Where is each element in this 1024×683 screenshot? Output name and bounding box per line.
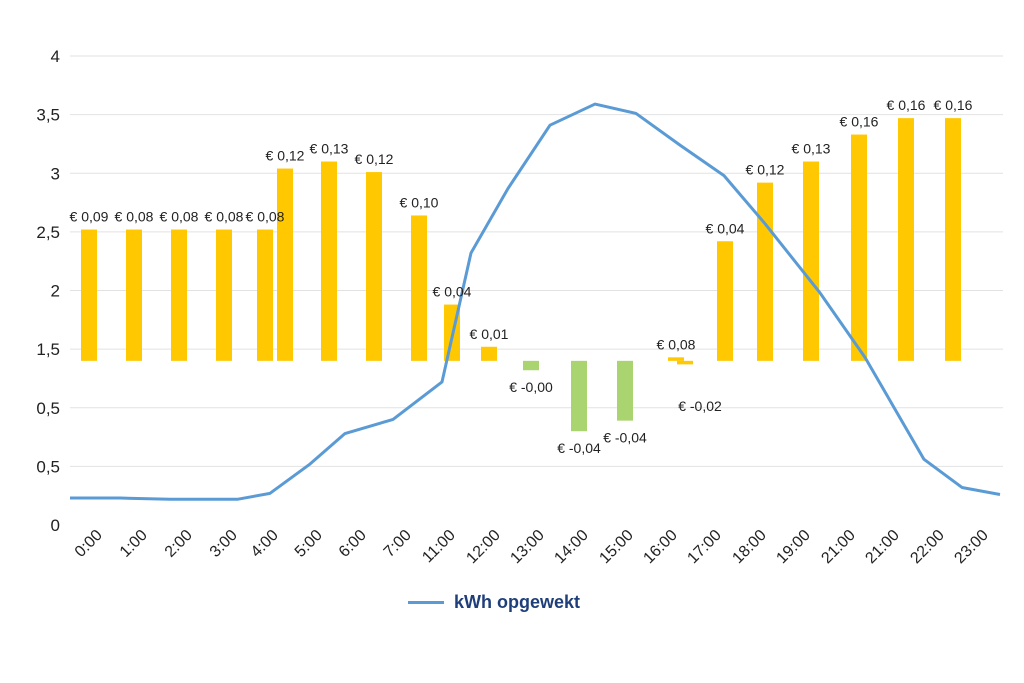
- bar-data-label: € 0,04: [706, 220, 745, 236]
- x-tick-label: 7:00: [381, 527, 415, 561]
- bar: [171, 229, 187, 361]
- y-tick-label: 3: [51, 164, 60, 183]
- bar-data-label: € 0,12: [355, 151, 394, 167]
- y-tick-label: 3,5: [36, 106, 60, 125]
- y-tick-label: 2,5: [36, 223, 60, 242]
- bar: [717, 241, 733, 361]
- x-tick-label: 12:00: [463, 527, 503, 567]
- bar-data-label: € 0,16: [887, 97, 926, 113]
- y-tick-label: 0,5: [36, 399, 60, 418]
- line-series: [70, 102, 1001, 501]
- bar-data-label: € 0,10: [400, 194, 439, 210]
- bar: [126, 229, 142, 361]
- bar: [366, 172, 382, 361]
- x-tick-label: 15:00: [596, 527, 636, 567]
- bar: [945, 118, 961, 361]
- x-tick-label: 21:00: [818, 527, 858, 567]
- y-tick-label: 0: [51, 516, 60, 535]
- x-tick-label: 22:00: [907, 527, 947, 567]
- x-tick-label: 4:00: [248, 527, 282, 561]
- bar: [216, 229, 232, 361]
- x-tick-label: 19:00: [773, 527, 813, 567]
- bar-data-label: € 0,08: [657, 336, 696, 352]
- bar: [668, 357, 684, 361]
- x-tick-label: 6:00: [336, 527, 370, 561]
- bar: [277, 168, 293, 361]
- x-tick-label: 13:00: [507, 527, 547, 567]
- x-tick-label: 1:00: [117, 527, 151, 561]
- bar-data-label: € 0,16: [934, 97, 973, 113]
- bar: [321, 161, 337, 361]
- bar: [257, 229, 273, 361]
- bar-data-label: € 0,08: [205, 209, 244, 225]
- y-tick-label: 2: [51, 282, 60, 301]
- x-tick-label: 23:00: [951, 527, 991, 567]
- x-axis-ticks: 0:00 1:00 2:00 3:00 4:00 5:00 6:00 7:00 11:00 12:…: [72, 527, 992, 567]
- bar-series: [81, 118, 961, 432]
- bar: [81, 229, 97, 361]
- bar: [803, 161, 819, 361]
- x-tick-label: 0:00: [72, 527, 106, 561]
- bar: [617, 360, 633, 421]
- bar-data-label: € 0,08: [115, 209, 154, 225]
- bar: [481, 346, 497, 361]
- bar-data-label: € 0,12: [266, 148, 305, 164]
- legend: kWh opgewekt: [408, 592, 580, 613]
- bar: [571, 360, 587, 432]
- bar-data-label: € 0,08: [160, 209, 199, 225]
- bar: [411, 215, 427, 361]
- bar-data-label: € 0,13: [792, 141, 831, 157]
- legend-label: kWh opgewekt: [454, 592, 581, 612]
- x-tick-label: 21:00: [862, 527, 902, 567]
- bar-data-label: € -0,04: [557, 440, 601, 456]
- bar-data-label: € -0,04: [603, 430, 647, 446]
- bar-data-label: € 0,09: [70, 209, 109, 225]
- bar: [523, 360, 539, 371]
- bar-data-label: € 0,16: [840, 114, 879, 130]
- kwh-line: [70, 102, 1001, 501]
- bar: [898, 118, 914, 361]
- x-tick-label: 16:00: [640, 527, 680, 567]
- x-tick-label: 2:00: [162, 527, 196, 561]
- x-tick-label: 5:00: [292, 527, 326, 561]
- x-tick-label: 14:00: [551, 527, 591, 567]
- x-tick-label: 17:00: [684, 527, 724, 567]
- x-tick-label: 18:00: [729, 527, 769, 567]
- y-tick-label: 4: [51, 47, 60, 66]
- data-labels: € 0,09 € 0,08 € 0,08 € 0,08 € 0,08€ 0,12 € 0,…: [70, 97, 973, 456]
- legend-line-swatch: [408, 601, 444, 604]
- y-axis-ticks: 4 3,5 3 2,5 2 1,5 0,5 0,5 0: [36, 47, 60, 535]
- y-tick-label: 1,5: [36, 340, 60, 359]
- bar-data-label: € 0,01: [470, 326, 509, 342]
- bar-data-label: € -0,02: [678, 398, 722, 414]
- bar-data-label: € 0,04: [433, 284, 472, 300]
- bar-data-label: € -0,00: [509, 379, 553, 395]
- bar-data-label: € 0,08: [246, 209, 285, 225]
- bar-data-label: € 0,12: [746, 162, 785, 178]
- y-tick-label: 0,5: [36, 457, 60, 476]
- bar: [677, 360, 693, 365]
- x-tick-label: 3:00: [207, 527, 241, 561]
- bar: [757, 182, 773, 361]
- x-tick-label: 11:00: [419, 527, 459, 567]
- bar: [851, 134, 867, 361]
- bar-data-label: € 0,13: [310, 141, 349, 157]
